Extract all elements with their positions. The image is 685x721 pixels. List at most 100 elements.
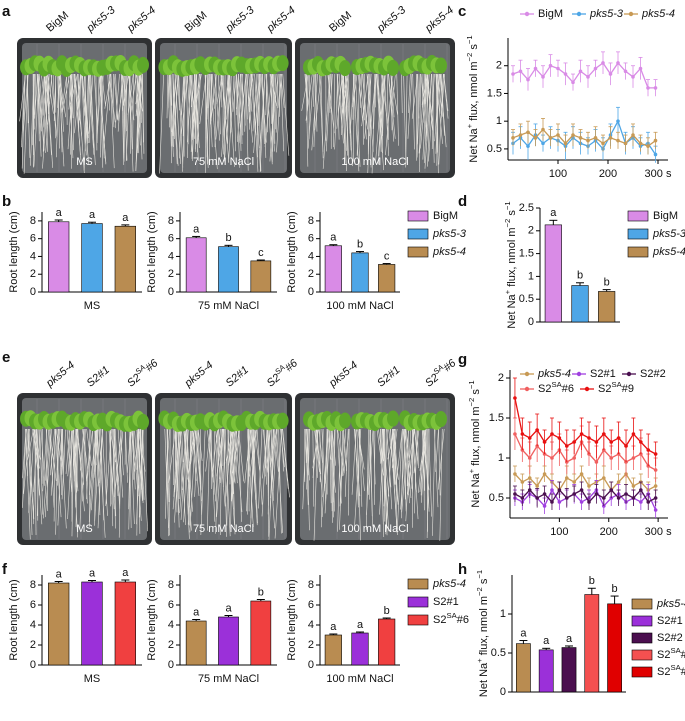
root <box>97 428 103 529</box>
root <box>115 73 118 120</box>
root <box>336 73 343 129</box>
y-axis-label-part: −1 <box>475 570 484 579</box>
point <box>535 484 539 488</box>
y-axis-label-part: flux, nmol m <box>470 406 482 468</box>
point <box>616 119 620 123</box>
y-axis-label-part: Root length (cm) <box>286 211 298 292</box>
y-tick-label: 2 <box>308 268 314 280</box>
root <box>369 428 373 527</box>
error-bar <box>382 263 391 265</box>
root <box>182 73 186 172</box>
significance-letter: b <box>612 583 618 595</box>
point <box>593 136 598 140</box>
root <box>71 428 75 537</box>
root <box>251 428 258 526</box>
y-axis-label-part: −2 <box>475 587 484 596</box>
root <box>258 428 263 509</box>
bar <box>185 620 207 666</box>
x-tick-label: 100 <box>550 526 568 538</box>
root <box>312 428 318 478</box>
root <box>137 428 140 462</box>
legend-swatch <box>407 246 429 258</box>
root <box>42 73 45 116</box>
error-bar <box>54 581 63 583</box>
root <box>179 428 186 526</box>
significance-letter: a <box>89 567 96 579</box>
y-tick-label: 2 <box>496 60 502 72</box>
root <box>210 73 218 170</box>
root <box>204 73 209 168</box>
legend-label-part: BigM <box>433 210 458 222</box>
point <box>557 436 562 440</box>
root <box>98 73 107 164</box>
y-axis-label-part: s <box>506 210 518 219</box>
y-tick-label: 1 <box>496 115 502 127</box>
root <box>352 73 358 108</box>
root <box>58 73 65 167</box>
point <box>511 136 515 140</box>
root <box>366 73 374 152</box>
root <box>174 73 179 139</box>
root <box>428 73 435 162</box>
root <box>339 428 344 507</box>
y-axis-label: Root length (cm) <box>8 579 20 660</box>
root <box>226 73 231 120</box>
root <box>195 73 202 107</box>
root <box>132 73 134 150</box>
root <box>58 73 66 118</box>
root <box>412 428 414 528</box>
root <box>378 428 384 462</box>
bar <box>218 616 239 666</box>
point <box>653 484 658 488</box>
y-tick-label: 0 <box>168 659 174 671</box>
root <box>401 73 403 113</box>
point <box>623 69 628 74</box>
genotype-label-part: pks5-4 <box>264 4 298 35</box>
root <box>266 73 273 165</box>
root <box>367 73 372 173</box>
point <box>601 61 605 65</box>
root <box>233 428 241 483</box>
root <box>245 73 248 120</box>
root <box>108 73 116 123</box>
error-bar <box>329 244 338 246</box>
legend-label: pks5-3 <box>432 228 467 240</box>
root <box>238 428 245 482</box>
legend-swatch <box>407 210 429 222</box>
root <box>140 73 144 108</box>
genotype-label-part: S2#1 <box>85 364 112 390</box>
point <box>653 138 658 143</box>
root <box>428 428 432 517</box>
y-axis-label: Root length (cm) <box>286 211 298 292</box>
point <box>602 496 606 500</box>
root <box>169 73 172 164</box>
y-tick-label: 4 <box>30 250 36 262</box>
significance-letter: a <box>56 207 63 219</box>
legend-swatch <box>407 578 429 590</box>
legend-label-part: pks5-4 <box>432 246 466 258</box>
root <box>23 428 30 494</box>
error-bar <box>121 224 130 227</box>
error-bar <box>88 580 96 582</box>
point <box>548 63 553 68</box>
root <box>435 73 440 154</box>
genotype-label: S2SA#6 <box>123 354 161 389</box>
significance-letter: a <box>56 568 63 580</box>
root <box>417 428 419 469</box>
root <box>418 428 426 493</box>
root <box>172 428 175 486</box>
point <box>578 69 583 74</box>
series-line <box>514 488 657 511</box>
root <box>267 428 270 515</box>
point <box>609 456 614 460</box>
legend-label-part: SA <box>670 663 681 672</box>
root <box>94 428 99 465</box>
legend-swatch <box>631 632 653 644</box>
root <box>62 73 70 110</box>
y-axis-label-part: flux, nmol m <box>478 596 490 658</box>
root <box>74 73 81 134</box>
y-tick-label: 0.5 <box>489 492 504 504</box>
root <box>246 428 254 528</box>
y-tick-label: 1 <box>500 608 506 620</box>
root <box>206 73 210 120</box>
